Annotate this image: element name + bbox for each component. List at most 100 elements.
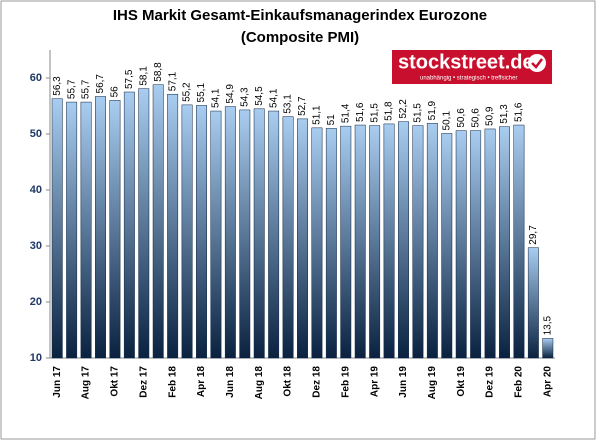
value-label: 51,9 [427, 100, 438, 120]
value-label: 55,1 [196, 83, 207, 103]
bar [282, 116, 294, 359]
bar [311, 127, 323, 359]
value-label: 51,4 [340, 103, 351, 123]
bar [325, 128, 337, 359]
logo-name: stockstreet.de [398, 51, 534, 73]
y-tick-label: 20 [30, 296, 42, 308]
x-tick-label: Jun 19 [398, 366, 409, 398]
chart-title: IHS Markit Gesamt-Einkaufsmanagerindex E… [113, 7, 487, 24]
value-label: 29,7 [528, 225, 539, 245]
value-label: 51,8 [384, 101, 395, 121]
bar [239, 109, 251, 359]
x-tick-label: Feb 20 [514, 366, 525, 398]
x-tick-label: Feb 19 [340, 366, 351, 398]
logo-tagline: unabhängig • strategisch • treffsicher [420, 76, 517, 82]
value-label: 51,1 [312, 105, 323, 125]
value-label: 51 [326, 114, 337, 126]
x-tick-label: Dez 19 [485, 366, 496, 398]
value-label: 51,6 [514, 102, 525, 122]
value-label: 54,5 [254, 86, 265, 106]
bar [181, 104, 193, 359]
bar [66, 101, 78, 359]
y-tick-label: 30 [30, 240, 42, 252]
x-tick-label: Jun 18 [225, 366, 236, 398]
x-tick-label: Apr 20 [542, 366, 553, 398]
value-label: 54,1 [268, 88, 279, 108]
bar [354, 124, 366, 359]
bar [123, 91, 135, 359]
x-tick-label: Okt 18 [283, 366, 294, 397]
x-tick-label: Dez 17 [138, 366, 149, 398]
value-label: 58,1 [138, 66, 149, 86]
value-label: 56 [110, 86, 121, 98]
value-label: 56,7 [95, 74, 106, 94]
value-label: 55,2 [182, 82, 193, 102]
bar [268, 110, 280, 359]
bar [210, 110, 222, 359]
x-tick-label: Aug 19 [427, 366, 438, 400]
value-label: 54,1 [211, 88, 222, 108]
bar [152, 84, 164, 359]
bar [527, 247, 539, 359]
y-tick-label: 40 [30, 184, 42, 196]
value-label: 56,3 [52, 76, 63, 96]
bar [441, 133, 453, 359]
x-tick-label: Aug 18 [254, 366, 265, 400]
bar [369, 125, 381, 359]
value-label: 50,9 [485, 106, 496, 126]
logo-icon [528, 54, 546, 72]
value-label: 54,9 [225, 84, 236, 104]
bar [80, 101, 92, 359]
x-tick-label: Okt 19 [456, 366, 467, 397]
value-label: 51,5 [413, 103, 424, 123]
value-label: 57,5 [124, 69, 135, 89]
value-label: 13,5 [542, 315, 553, 335]
bar [167, 93, 179, 359]
bar [51, 98, 63, 359]
value-label: 50,6 [470, 108, 481, 128]
bar [499, 126, 510, 359]
bar [383, 123, 395, 359]
bar [196, 105, 207, 359]
y-tick-label: 60 [30, 72, 42, 84]
chart-subtitle: (Composite PMI) [241, 29, 359, 46]
logo-check [531, 58, 543, 69]
bar [542, 338, 554, 359]
value-label: 52,2 [398, 99, 409, 119]
x-tick-label: Apr 18 [196, 366, 207, 398]
value-label: 58,8 [153, 62, 164, 82]
value-label: 57,1 [167, 71, 178, 91]
x-tick-label: Aug 17 [81, 366, 92, 400]
bar [253, 108, 265, 359]
logo-box [392, 50, 552, 84]
bar [95, 96, 106, 359]
bar [426, 123, 438, 359]
value-label: 50,6 [456, 108, 467, 128]
bar [412, 125, 424, 359]
value-label: 55,7 [81, 79, 92, 99]
value-label: 55,7 [66, 79, 77, 99]
bar [340, 125, 352, 359]
x-tick-label: Okt 17 [110, 366, 121, 397]
y-tick-label: 50 [30, 128, 42, 140]
x-tick-label: Dez 18 [312, 366, 323, 398]
x-tick-label: Feb 18 [167, 366, 178, 398]
bar [224, 106, 236, 359]
value-label: 51,3 [499, 104, 510, 124]
value-label: 51,5 [369, 103, 380, 123]
bar [470, 130, 482, 359]
bar [513, 124, 525, 359]
x-tick-label: Jun 17 [52, 366, 63, 398]
value-label: 50,1 [441, 111, 452, 131]
bar [398, 121, 409, 359]
value-label: 52,7 [297, 96, 308, 116]
y-tick-label: 10 [30, 352, 42, 364]
bar [484, 128, 496, 359]
bar [138, 88, 150, 359]
bar [109, 100, 121, 359]
bar [297, 118, 308, 359]
value-label: 51,6 [355, 102, 366, 122]
value-label: 53,1 [283, 94, 294, 114]
value-label: 54,3 [239, 87, 250, 107]
